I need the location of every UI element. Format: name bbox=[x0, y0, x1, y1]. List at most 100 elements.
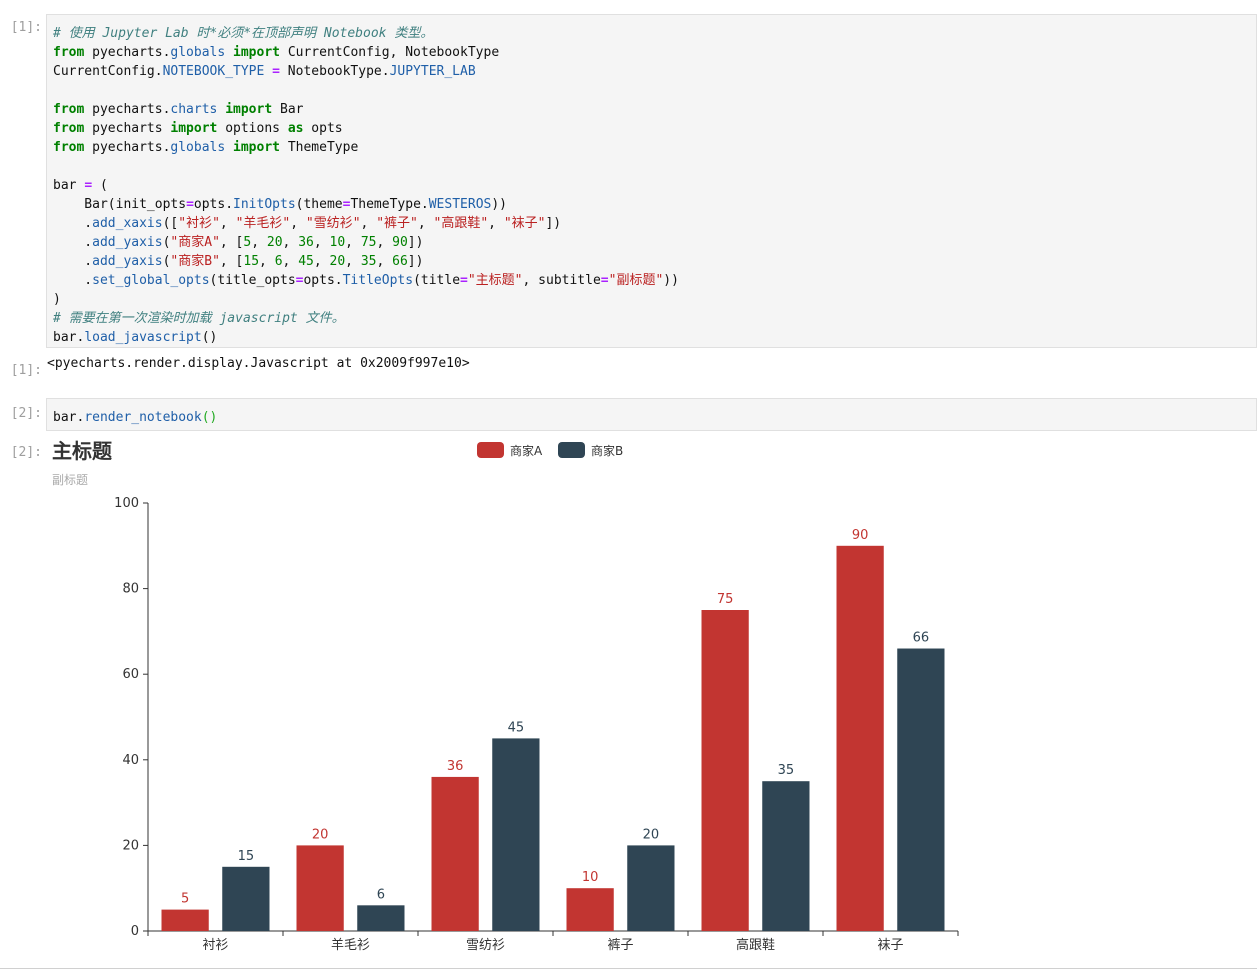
code-token: = bbox=[84, 178, 93, 193]
code-token: "商家A" bbox=[170, 235, 220, 250]
legend-label[interactable]: 商家A bbox=[510, 443, 543, 458]
legend-swatch[interactable] bbox=[477, 442, 504, 458]
code-token: ThemeType. bbox=[350, 197, 429, 212]
code-token: )) bbox=[491, 197, 508, 212]
code-token: opts. bbox=[303, 273, 343, 288]
chart-bars: 5 20 36 10 75 90 15 6 45 20 35 66 bbox=[161, 528, 945, 931]
code-token: . bbox=[53, 235, 93, 250]
code-line: CurrentConfig.NOTEBOOK_TYPE = NotebookTy… bbox=[53, 62, 1256, 81]
bar[interactable] bbox=[897, 648, 945, 931]
code-token: load_javascript bbox=[84, 330, 202, 345]
code-token: "商家B" bbox=[170, 254, 220, 269]
code-token: , bbox=[290, 216, 306, 231]
bar-data-label: 75 bbox=[717, 592, 734, 607]
code-token: . bbox=[53, 254, 93, 269]
code-token: "裤子" bbox=[376, 216, 418, 231]
bar[interactable] bbox=[762, 781, 810, 931]
code-token: ) bbox=[53, 292, 61, 307]
code-token: ]) bbox=[545, 216, 562, 231]
x-tick-label: 袜子 bbox=[877, 938, 903, 953]
code-token: = bbox=[342, 197, 351, 212]
code-line: # 需要在第一次渲染时加载 javascript 文件。 bbox=[53, 309, 1256, 328]
cell-1-output-text: <pyecharts.render.display.Javascript at … bbox=[47, 356, 470, 371]
bar[interactable] bbox=[357, 905, 405, 931]
code-token: JUPYTER_LAB bbox=[389, 64, 476, 79]
y-tick-label: 100 bbox=[114, 496, 139, 511]
bar[interactable] bbox=[431, 776, 479, 931]
code-line: from pyecharts.globals import ThemeType bbox=[53, 138, 1256, 157]
code-token: . bbox=[53, 273, 93, 288]
code-token: = bbox=[600, 273, 609, 288]
code-line: ) bbox=[53, 290, 1256, 309]
bottom-divider bbox=[0, 968, 1257, 969]
bar-data-label: 6 bbox=[377, 887, 385, 902]
code-token: options bbox=[217, 121, 288, 136]
code-token: "袜子" bbox=[503, 216, 546, 231]
code-token: ([ bbox=[162, 216, 179, 231]
y-tick-label: 40 bbox=[122, 753, 139, 768]
bar[interactable] bbox=[161, 909, 209, 931]
bar-data-label: 45 bbox=[508, 720, 525, 735]
bar[interactable] bbox=[627, 845, 675, 931]
code-line: from pyecharts.charts import Bar bbox=[53, 100, 1256, 119]
bar[interactable] bbox=[701, 610, 749, 931]
legend-label[interactable]: 商家B bbox=[591, 443, 623, 458]
bar[interactable] bbox=[566, 888, 614, 931]
chart-subtitle: 副标题 bbox=[52, 473, 88, 487]
bar-data-label: 20 bbox=[643, 827, 660, 842]
code-token: , bbox=[376, 235, 393, 250]
code-token: globals bbox=[170, 140, 226, 155]
code-cell-1[interactable]: # 使用 Jupyter Lab 时*必须*在顶部声明 Notebook 类型。… bbox=[46, 14, 1257, 348]
code-line: from pyecharts.globals import CurrentCon… bbox=[53, 43, 1256, 62]
code-token: 15 bbox=[243, 254, 260, 269]
code-token: = bbox=[186, 197, 194, 212]
bar-data-label: 15 bbox=[238, 849, 255, 864]
code-cell-2[interactable]: bar.render_notebook() bbox=[46, 398, 1257, 431]
code-token bbox=[225, 45, 233, 60]
code-token: CurrentConfig. bbox=[53, 64, 163, 79]
code-token: ( bbox=[162, 254, 171, 269]
code-token: , [ bbox=[219, 235, 244, 250]
code-token: add_yaxis bbox=[92, 254, 163, 269]
code-line: bar.render_notebook() bbox=[53, 408, 1256, 427]
code-token: 20 bbox=[266, 235, 283, 250]
code-line bbox=[53, 157, 1256, 176]
code-line: .add_yaxis("商家B", [15, 6, 45, 20, 35, 66… bbox=[53, 252, 1256, 271]
code-token: , bbox=[488, 216, 504, 231]
chart-legend[interactable]: 商家A 商家B bbox=[477, 442, 623, 458]
code-line: from pyecharts import options as opts bbox=[53, 119, 1256, 138]
bar[interactable] bbox=[296, 845, 344, 931]
code-token: "羊毛衫" bbox=[235, 216, 291, 231]
x-tick-label: 高跟鞋 bbox=[736, 937, 775, 953]
code-token: set_global_opts bbox=[92, 273, 210, 288]
code-line: bar = ( bbox=[53, 176, 1256, 195]
code-token: pyecharts bbox=[84, 121, 171, 136]
code-token: ThemeType bbox=[280, 140, 359, 155]
bar[interactable] bbox=[492, 738, 540, 931]
bar-data-label: 10 bbox=[582, 870, 599, 885]
code-token: NotebookType. bbox=[279, 64, 390, 79]
code-token: pyecharts. bbox=[84, 140, 171, 155]
code-token: from bbox=[53, 45, 85, 60]
cell-2-output-prompt: [2]: bbox=[10, 445, 42, 460]
code-token: ( bbox=[162, 235, 171, 250]
code-token: bar. bbox=[53, 330, 85, 345]
code-line: Bar(init_opts=opts.InitOpts(theme=ThemeT… bbox=[53, 195, 1256, 214]
bar-data-label: 35 bbox=[778, 763, 795, 778]
code-token: "高跟鞋" bbox=[433, 216, 489, 231]
code-token: "衬衫" bbox=[178, 216, 220, 231]
bar[interactable] bbox=[836, 545, 884, 931]
legend-swatch[interactable] bbox=[558, 442, 585, 458]
code-token: from bbox=[53, 102, 85, 117]
code-token bbox=[264, 64, 272, 79]
code-token: , bbox=[251, 235, 267, 250]
bar[interactable] bbox=[222, 866, 270, 931]
code-token: InitOpts bbox=[233, 197, 296, 212]
code-token: , bbox=[417, 216, 434, 231]
code-line: .add_xaxis(["衬衫", "羊毛衫", "雪纺衫", "裤子", "高… bbox=[53, 214, 1256, 233]
code-token: 6 bbox=[274, 254, 283, 269]
code-token: (title bbox=[413, 273, 461, 288]
code-token: add_yaxis bbox=[92, 235, 163, 250]
code-token: # 使用 Jupyter Lab 时*必须*在顶部声明 Notebook 类型。 bbox=[53, 26, 434, 41]
code-token: 10 bbox=[329, 235, 346, 250]
